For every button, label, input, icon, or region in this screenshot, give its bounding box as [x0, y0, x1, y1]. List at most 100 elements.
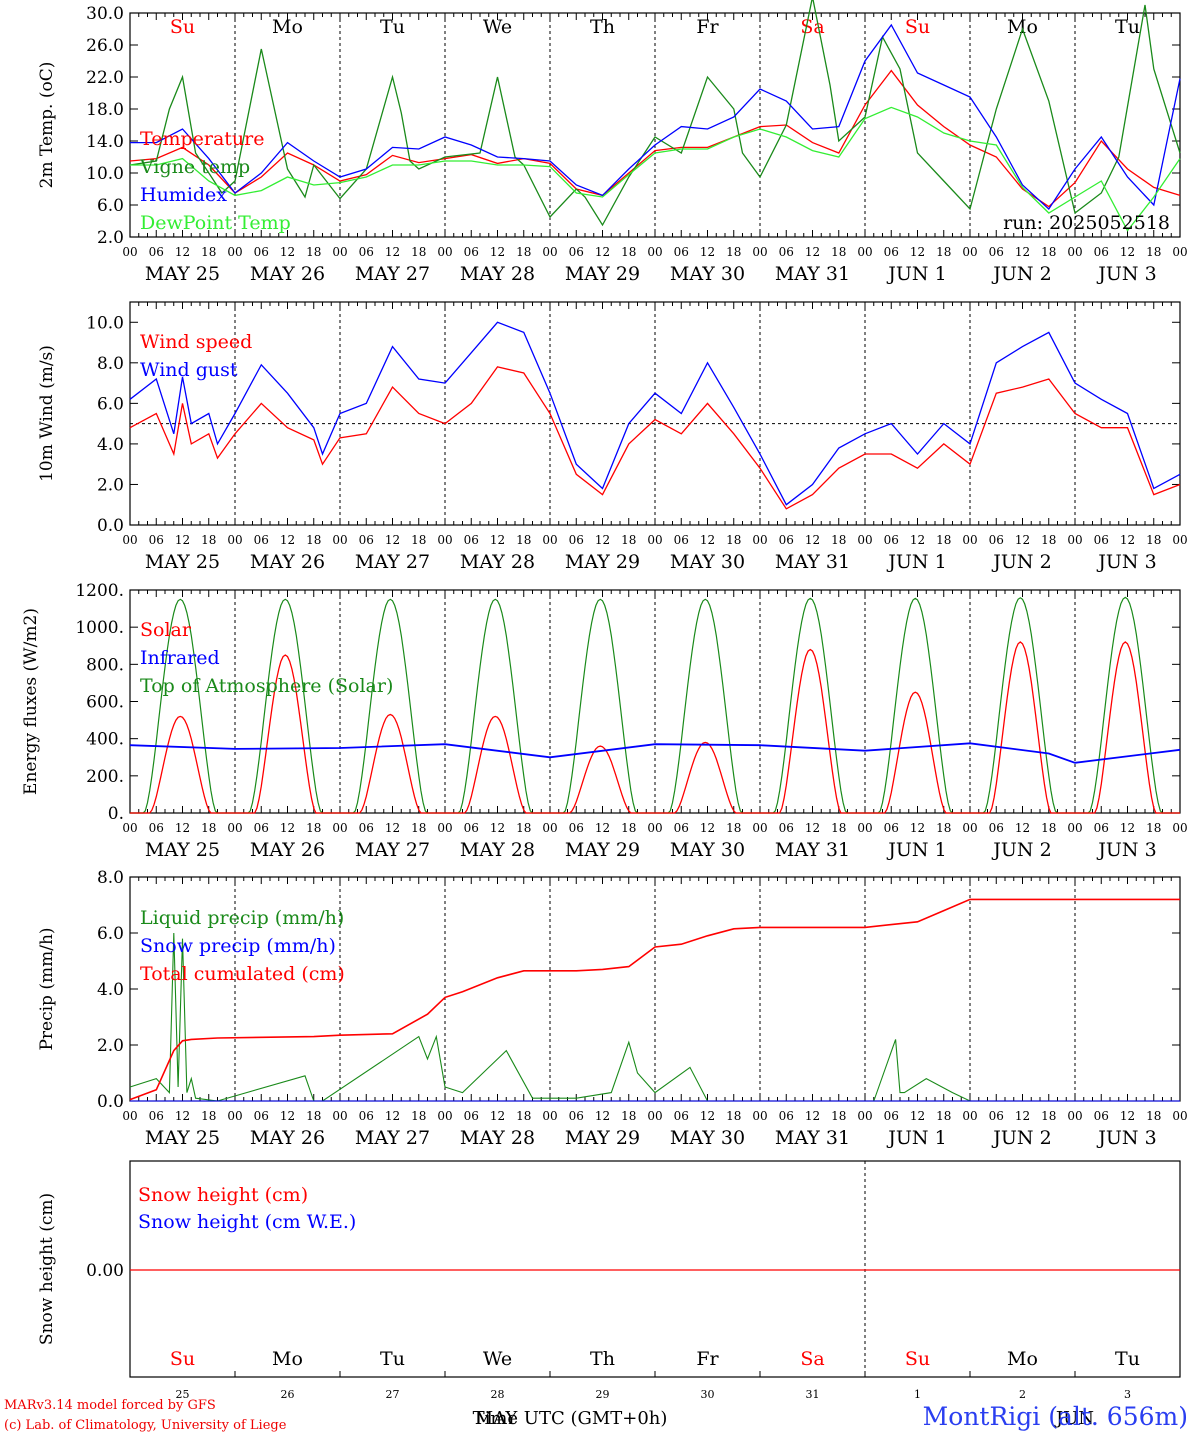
hour-tick-label: 00 — [962, 1109, 977, 1123]
hour-tick-label: 12 — [910, 821, 925, 835]
hour-tick-label: 00 — [1067, 1109, 1082, 1123]
hour-tick-label: 18 — [936, 533, 951, 547]
hour-tick-label: 06 — [884, 821, 899, 835]
y-tick-label: 200. — [86, 767, 124, 787]
day-name-label: Su — [170, 16, 195, 38]
y-tick-label: 8.0 — [97, 354, 124, 374]
hour-tick-label: 18 — [516, 245, 531, 259]
legend-snow-0: Snow height (cm) — [138, 1184, 308, 1206]
hour-tick-label: 18 — [936, 1109, 951, 1123]
legend-precip-1: Snow precip (mm/h) — [140, 935, 336, 957]
hour-tick-label: 00 — [542, 245, 557, 259]
day-name-label: We — [483, 16, 512, 38]
hour-tick-label: 00 — [752, 1109, 767, 1123]
hour-tick-label: 18 — [1146, 245, 1161, 259]
y-axis-label: Precip (mm/h) — [37, 927, 57, 1050]
hour-tick-label: 18 — [1146, 533, 1161, 547]
day-name-label: Su — [170, 1348, 195, 1370]
hour-tick-label: 00 — [437, 821, 452, 835]
hour-tick-label: 06 — [1094, 821, 1109, 835]
day-number-label: 26 — [281, 1388, 295, 1401]
model-credit: MARv3.14 model forced by GFS — [4, 1398, 216, 1413]
day-number-label: 31 — [806, 1388, 820, 1401]
hour-tick-label: 00 — [1172, 245, 1187, 259]
legend-wind-0: Wind speed — [140, 331, 252, 353]
date-label: JUN 3 — [1096, 551, 1156, 573]
day-name-label: Mo — [1007, 1348, 1038, 1370]
hour-tick-label: 06 — [254, 1109, 269, 1123]
hour-tick-label: 12 — [595, 245, 610, 259]
hour-tick-label: 12 — [175, 1109, 190, 1123]
hour-tick-label: 06 — [569, 245, 584, 259]
hour-tick-label: 18 — [936, 245, 951, 259]
hour-tick-label: 00 — [647, 821, 662, 835]
day-number-label: 2 — [1019, 1388, 1026, 1401]
hour-tick-label: 06 — [674, 1109, 689, 1123]
legend-snow-1: Snow height (cm W.E.) — [138, 1211, 356, 1233]
hour-tick-label: 06 — [989, 821, 1004, 835]
legend-temp-1: Vigne temp — [139, 156, 250, 178]
y-tick-label: 14.0 — [86, 132, 124, 152]
hour-tick-label: 18 — [831, 245, 846, 259]
hour-tick-label: 12 — [490, 1109, 505, 1123]
hour-tick-label: 00 — [857, 821, 872, 835]
date-label: MAY 25 — [145, 1127, 220, 1149]
y-tick-label: 6.0 — [97, 394, 124, 414]
date-label: JUN 2 — [991, 839, 1051, 861]
hour-tick-label: 00 — [962, 821, 977, 835]
hour-tick-label: 00 — [332, 821, 347, 835]
day-name-label: Mo — [1007, 16, 1038, 38]
hour-tick-label: 12 — [385, 1109, 400, 1123]
hour-tick-label: 00 — [1067, 245, 1082, 259]
legend-energy-1: Infrared — [140, 647, 220, 669]
y-tick-label: 400. — [86, 730, 124, 750]
hour-tick-label: 12 — [1120, 821, 1135, 835]
day-number-label: 1 — [914, 1388, 921, 1401]
date-label: MAY 27 — [355, 1127, 430, 1149]
hour-tick-label: 18 — [411, 245, 426, 259]
hour-tick-label: 18 — [516, 1109, 531, 1123]
hour-tick-label: 18 — [306, 245, 321, 259]
hour-tick-label: 12 — [805, 821, 820, 835]
date-label: MAY 25 — [145, 263, 220, 285]
date-label: MAY 26 — [250, 839, 325, 861]
hour-tick-label: 06 — [989, 1109, 1004, 1123]
day-name-label: Sa — [800, 16, 824, 38]
y-tick-label: 800. — [86, 655, 124, 675]
date-label: MAY 27 — [355, 263, 430, 285]
day-name-label: Tu — [380, 1348, 405, 1370]
hour-tick-label: 06 — [884, 1109, 899, 1123]
hour-tick-label: 18 — [1146, 821, 1161, 835]
legend-precip-2: Total cumulated (cm) — [140, 963, 345, 985]
day-name-label: Tu — [1115, 16, 1140, 38]
hour-tick-label: 06 — [464, 821, 479, 835]
hour-tick-label: 06 — [779, 533, 794, 547]
day-number-label: 28 — [491, 1388, 505, 1401]
date-label: MAY 27 — [355, 551, 430, 573]
hour-tick-label: 06 — [464, 245, 479, 259]
hour-tick-label: 00 — [1067, 821, 1082, 835]
hour-tick-label: 00 — [1067, 533, 1082, 547]
date-label: JUN 3 — [1096, 839, 1156, 861]
hour-tick-label: 06 — [149, 821, 164, 835]
panel-frame-0 — [129, 12, 1181, 238]
y-tick-label: 2.0 — [97, 475, 124, 495]
hour-tick-label: 12 — [280, 533, 295, 547]
series-line-1 — [129, 321, 1181, 506]
hour-tick-label: 12 — [595, 533, 610, 547]
month-label-jun: JUN — [1054, 1408, 1094, 1429]
hour-tick-label: 18 — [621, 245, 636, 259]
hour-tick-label: 12 — [805, 245, 820, 259]
day-name-label: Su — [905, 16, 930, 38]
hour-tick-label: 06 — [464, 533, 479, 547]
hour-tick-label: 12 — [1015, 245, 1030, 259]
date-label: JUN 2 — [991, 1127, 1051, 1149]
hour-tick-label: 18 — [306, 1109, 321, 1123]
date-label: MAY 29 — [565, 263, 640, 285]
y-tick-label: 30.0 — [86, 4, 124, 24]
hour-tick-label: 06 — [779, 245, 794, 259]
hour-tick-label: 12 — [280, 1109, 295, 1123]
hour-tick-label: 00 — [542, 533, 557, 547]
y-tick-label: 1200. — [75, 581, 124, 601]
